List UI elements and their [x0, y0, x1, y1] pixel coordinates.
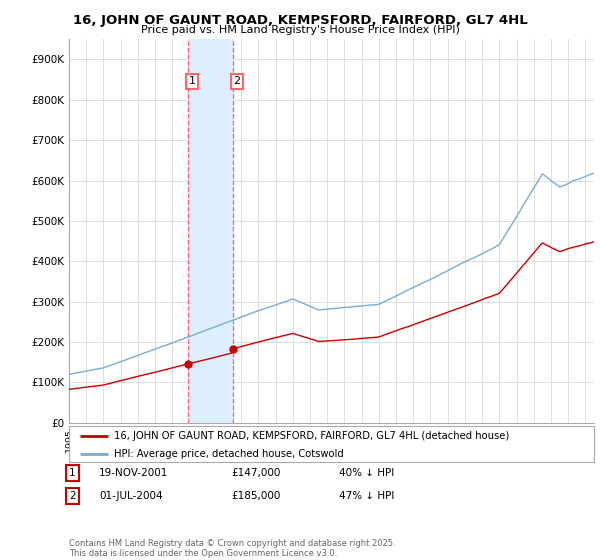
Bar: [188, 39, 233, 423]
Text: £185,000: £185,000: [231, 491, 280, 501]
Text: 1: 1: [69, 468, 76, 478]
Text: Contains HM Land Registry data © Crown copyright and database right 2025.
This d: Contains HM Land Registry data © Crown c…: [69, 539, 395, 558]
Text: 19-NOV-2001: 19-NOV-2001: [99, 468, 169, 478]
Text: £147,000: £147,000: [231, 468, 280, 478]
Text: 1: 1: [188, 76, 196, 86]
Text: 47% ↓ HPI: 47% ↓ HPI: [339, 491, 394, 501]
Text: 16, JOHN OF GAUNT ROAD, KEMPSFORD, FAIRFORD, GL7 4HL (detached house): 16, JOHN OF GAUNT ROAD, KEMPSFORD, FAIRF…: [113, 431, 509, 441]
Text: 16, JOHN OF GAUNT ROAD, KEMPSFORD, FAIRFORD, GL7 4HL: 16, JOHN OF GAUNT ROAD, KEMPSFORD, FAIRF…: [73, 14, 527, 27]
Text: 2: 2: [69, 491, 76, 501]
Text: 2: 2: [233, 76, 241, 86]
Text: HPI: Average price, detached house, Cotswold: HPI: Average price, detached house, Cots…: [113, 449, 343, 459]
Text: 01-JUL-2004: 01-JUL-2004: [99, 491, 163, 501]
Text: Price paid vs. HM Land Registry's House Price Index (HPI): Price paid vs. HM Land Registry's House …: [140, 25, 460, 35]
Text: 40% ↓ HPI: 40% ↓ HPI: [339, 468, 394, 478]
